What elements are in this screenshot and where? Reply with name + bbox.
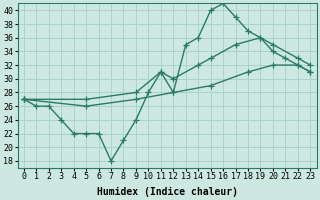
X-axis label: Humidex (Indice chaleur): Humidex (Indice chaleur) bbox=[97, 186, 237, 197]
